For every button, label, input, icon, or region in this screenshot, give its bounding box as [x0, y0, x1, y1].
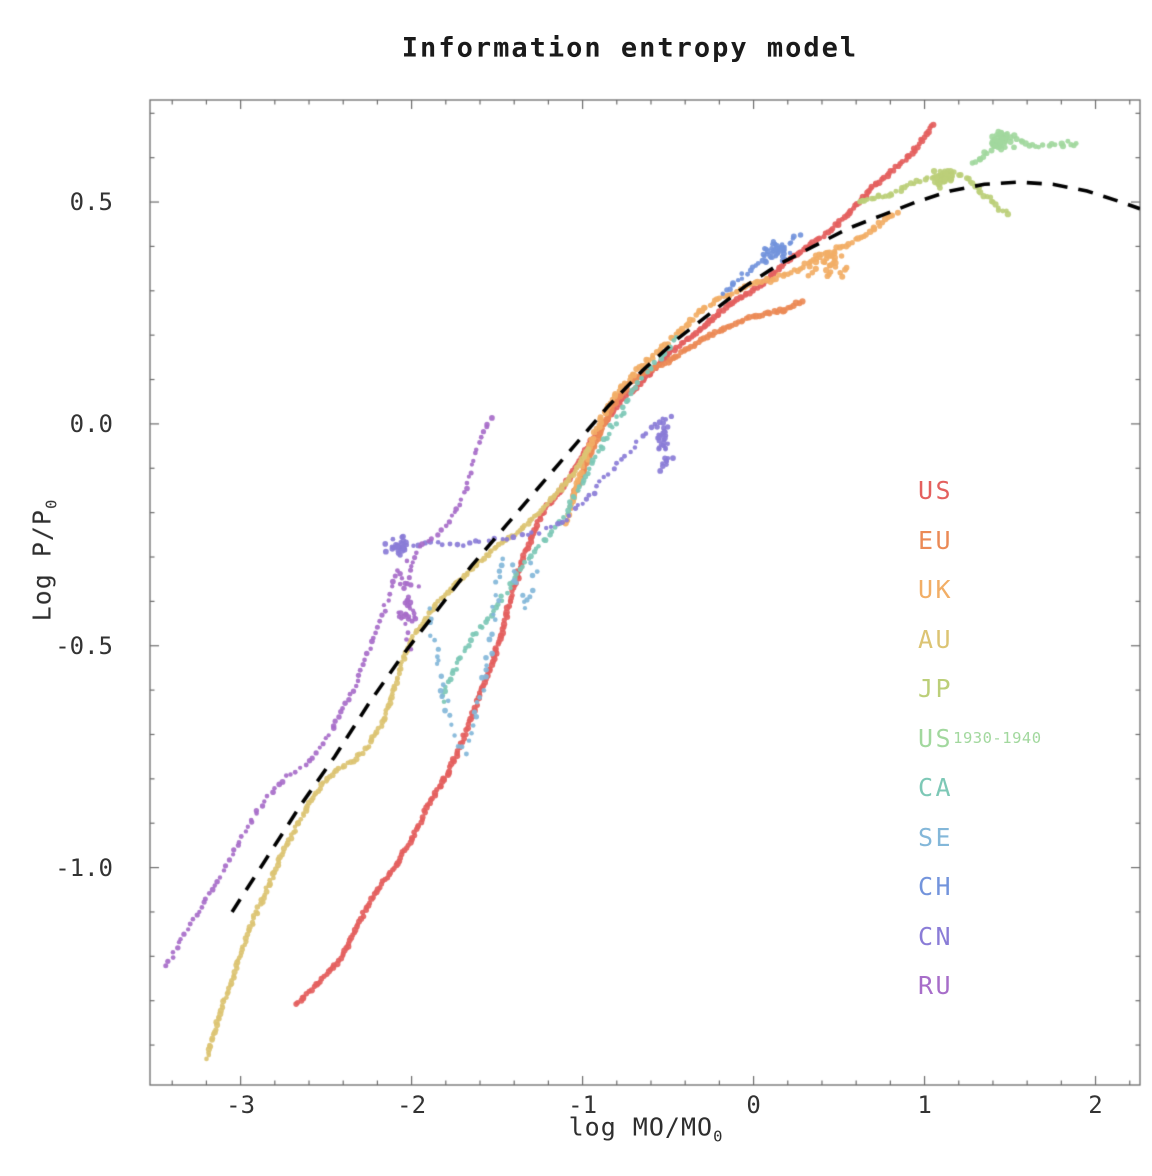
x-tick-label: 2 — [1088, 1091, 1103, 1119]
x-axis-label: log MO/MO0 — [569, 1113, 724, 1146]
y-axis-label-text: Log P/P — [27, 508, 57, 622]
legend-item-us-1930-1940: US 1930-1940 — [918, 714, 1042, 764]
y-tick-label: -1.0 — [55, 853, 113, 882]
y-tick-label: 0.0 — [69, 409, 113, 438]
legend: US EU UK AU JP US 1930-1940 CA SE CH CN R… — [918, 466, 1042, 1011]
x-tick-label: 1 — [917, 1091, 932, 1119]
legend-item-au: AU — [918, 615, 1042, 665]
x-tick-label: -2 — [397, 1091, 427, 1119]
legend-item-ru: RU — [918, 961, 1042, 1011]
legend-label-ca: CA — [918, 773, 954, 803]
x-axis-label-subscript: 0 — [713, 1127, 724, 1146]
legend-item-us: US — [918, 466, 1042, 516]
legend-item-se: SE — [918, 813, 1042, 863]
legend-label-uk: UK — [918, 575, 954, 605]
y-tick-label: 0.5 — [69, 188, 113, 217]
legend-item-eu: EU — [918, 516, 1042, 566]
x-axis-label-text: log MO/MO — [568, 1112, 714, 1142]
legend-label-ch: CH — [918, 872, 954, 902]
legend-label-au: AU — [918, 624, 954, 654]
legend-label-eu: EU — [918, 525, 954, 555]
legend-item-jp: JP — [918, 664, 1042, 714]
legend-label-cn: CN — [918, 921, 954, 951]
legend-label-us: US — [918, 476, 954, 506]
legend-label-jp: JP — [918, 674, 954, 704]
legend-label-us-1930-1940: US — [918, 723, 954, 753]
chart-title: Information entropy model — [401, 32, 859, 64]
y-axis-label-subscript: 0 — [42, 498, 61, 509]
x-tick-label: 0 — [746, 1091, 761, 1119]
y-axis-label: Log P/P0 — [28, 499, 61, 622]
x-tick-label: -1 — [568, 1091, 598, 1119]
legend-label-se: SE — [918, 822, 954, 852]
legend-sub-us-1930-1940: 1930-1940 — [953, 729, 1042, 748]
legend-item-uk: UK — [918, 565, 1042, 615]
legend-item-ch: CH — [918, 862, 1042, 912]
x-tick-label: -3 — [226, 1091, 256, 1119]
legend-label-ru: RU — [918, 971, 954, 1001]
legend-item-ca: CA — [918, 763, 1042, 813]
legend-item-cn: CN — [918, 912, 1042, 962]
y-tick-label: -0.5 — [55, 631, 113, 660]
